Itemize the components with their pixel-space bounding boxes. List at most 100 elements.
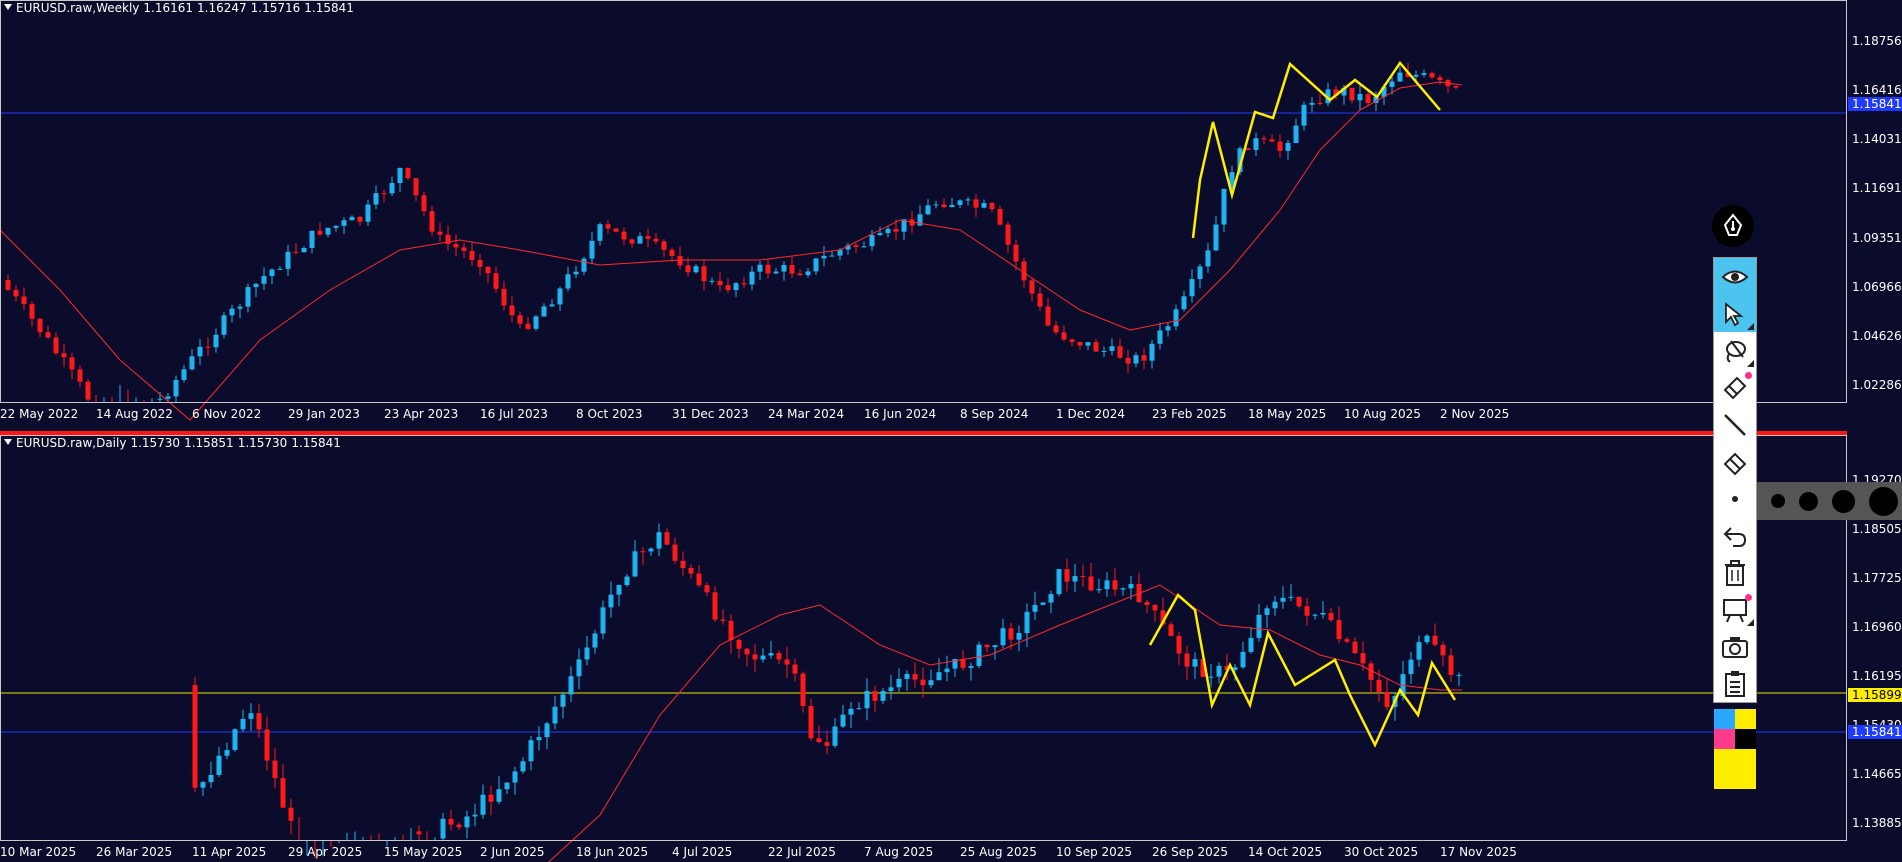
- candle-body: [928, 680, 934, 686]
- size-option-large[interactable]: [1832, 489, 1855, 513]
- candle-body: [208, 774, 214, 783]
- candle-body: [1280, 597, 1286, 602]
- weekly-plot[interactable]: [0, 0, 1902, 426]
- eye-tool[interactable]: [1714, 258, 1756, 295]
- candle-body: [1376, 679, 1382, 692]
- candle-body: [896, 678, 902, 688]
- candle-body: [925, 205, 931, 215]
- candle-body: [5, 280, 11, 290]
- candle-body: [1080, 576, 1086, 578]
- size-option-small[interactable]: [1771, 494, 1785, 508]
- drawing-toolbar: [1713, 257, 1757, 703]
- candle-body: [1365, 94, 1371, 103]
- pen-nib-button[interactable]: [1712, 205, 1754, 247]
- time-tick: 25 Aug 2025: [960, 845, 1037, 859]
- eraser-icon: [1723, 452, 1747, 475]
- clipboard-tool[interactable]: [1714, 665, 1756, 702]
- candle-body: [1237, 148, 1243, 173]
- collapse-triangle-icon[interactable]: [4, 439, 12, 445]
- chart-separator[interactable]: [0, 426, 1902, 435]
- candle-body: [672, 544, 678, 561]
- trash-tool[interactable]: [1714, 554, 1756, 591]
- candle-body: [640, 551, 646, 553]
- daily-low: 1.15730: [237, 436, 288, 450]
- size-option-xlarge[interactable]: [1869, 486, 1898, 516]
- candle-body: [976, 644, 982, 667]
- candle-body: [224, 750, 230, 756]
- candle-body: [261, 276, 267, 284]
- candle-body: [429, 211, 435, 232]
- candle-body: [680, 560, 686, 568]
- weekly-header: EURUSD.raw,Weekly 1.16161 1.16247 1.15716 1.…: [4, 1, 358, 15]
- candle-body: [952, 659, 958, 669]
- candle-body: [1216, 665, 1222, 677]
- candle-body: [1072, 576, 1078, 582]
- cursor-tool[interactable]: [1714, 295, 1756, 332]
- candle-body: [1024, 611, 1030, 634]
- line-icon: [1724, 413, 1746, 436]
- camera-tool[interactable]: [1714, 628, 1756, 665]
- camera-icon: [1722, 636, 1748, 658]
- candle-body: [1173, 309, 1179, 327]
- candle-body: [1029, 280, 1035, 294]
- candle-body: [237, 306, 243, 309]
- candle-body: [1184, 653, 1190, 667]
- price-tick: 1.04626: [1852, 329, 1902, 343]
- candle-body: [61, 353, 67, 358]
- lasso-tool[interactable]: [1714, 332, 1756, 369]
- candle-body: [416, 831, 422, 835]
- time-tick: 22 Jul 2025: [768, 845, 836, 859]
- daily-chart[interactable]: EURUSD.raw,Daily 1.15730 1.15851 1.15730 1.1…: [0, 435, 1902, 862]
- weekly-chart[interactable]: EURUSD.raw,Weekly 1.16161 1.16247 1.15716 1.…: [0, 0, 1902, 426]
- candle-body: [1189, 279, 1195, 297]
- time-tick: 8 Oct 2023: [576, 407, 643, 421]
- undo-tool[interactable]: [1714, 517, 1756, 554]
- weekly-current-price-tag: 1.15841: [1848, 97, 1902, 111]
- candle-body: [69, 357, 75, 370]
- color-swatch-pink[interactable]: [1714, 729, 1735, 749]
- candle-body: [293, 251, 299, 253]
- highlighter-tool[interactable]: [1714, 369, 1756, 406]
- candle-body: [1192, 659, 1198, 667]
- candle-body: [616, 585, 622, 595]
- daily-plot[interactable]: [0, 435, 1902, 862]
- line-tool[interactable]: [1714, 406, 1756, 443]
- daily-current-price-tag: 1.15841: [1848, 725, 1902, 739]
- candle-body: [1256, 614, 1262, 638]
- color-swatch-yellow[interactable]: [1735, 709, 1756, 729]
- candle-body: [1181, 296, 1187, 310]
- candle-body: [1269, 139, 1275, 142]
- price-tick: 1.18756: [1852, 34, 1902, 48]
- candle-body: [213, 334, 219, 348]
- candle-body: [1125, 357, 1131, 364]
- color-swatch-black[interactable]: [1735, 729, 1756, 749]
- candle-body: [1032, 604, 1038, 612]
- current-color-swatch[interactable]: [1714, 749, 1756, 789]
- candle-body: [973, 199, 979, 208]
- time-tick: 2 Nov 2025: [1440, 407, 1510, 421]
- board-tool[interactable]: [1714, 591, 1756, 628]
- candle-body: [1141, 355, 1147, 361]
- candle-body: [544, 723, 550, 738]
- candle-body: [517, 315, 523, 324]
- candle-body: [1309, 102, 1315, 105]
- undo-icon: [1723, 526, 1747, 547]
- candle-body: [309, 230, 315, 248]
- candle-body: [229, 308, 235, 316]
- time-tick: 29 Jan 2023: [288, 407, 360, 421]
- candle-body: [456, 824, 462, 828]
- price-tick: 1.16195: [1852, 669, 1902, 683]
- color-swatch-blue[interactable]: [1714, 709, 1735, 729]
- candle-body: [1149, 343, 1155, 361]
- collapse-triangle-icon[interactable]: [4, 4, 12, 10]
- candle-body: [720, 619, 726, 621]
- candle-body: [1357, 94, 1363, 101]
- eraser-tool[interactable]: [1714, 443, 1756, 480]
- candle-body: [920, 679, 926, 686]
- size-option-medium[interactable]: [1799, 491, 1818, 511]
- candle-body: [1264, 608, 1270, 615]
- dot-size-tool[interactable]: [1714, 480, 1756, 517]
- time-tick: 14 Aug 2022: [96, 407, 173, 421]
- candle-body: [1133, 355, 1139, 364]
- candle-body: [888, 687, 894, 692]
